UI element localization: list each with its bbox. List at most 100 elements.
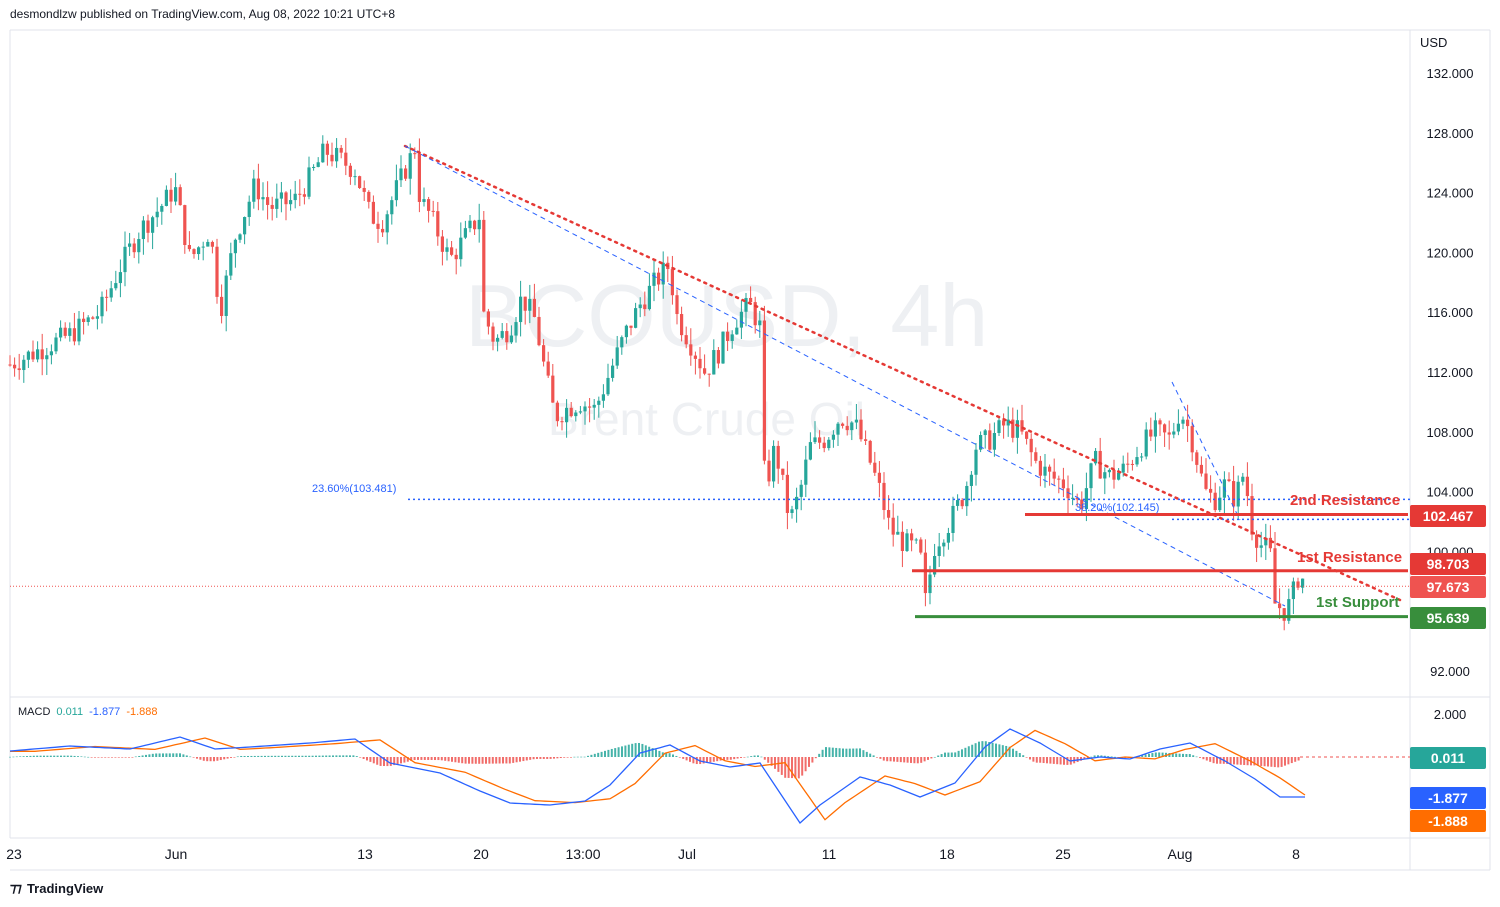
macd-histogram-bar bbox=[580, 756, 583, 758]
candle-body bbox=[1080, 499, 1084, 510]
macd-histogram-bar bbox=[1185, 754, 1188, 757]
macd-histogram-bar bbox=[291, 755, 294, 757]
macd-histogram-bar bbox=[121, 757, 124, 758]
candle-body bbox=[896, 531, 900, 535]
macd-histogram-bar bbox=[372, 757, 375, 764]
macd-histogram-bar bbox=[923, 757, 926, 762]
candle-body bbox=[1144, 429, 1148, 457]
candle-body bbox=[128, 243, 132, 247]
candle-body bbox=[877, 472, 881, 483]
macd-histogram-bar bbox=[1209, 757, 1212, 762]
candle-body bbox=[215, 246, 219, 297]
candle-body bbox=[146, 220, 150, 233]
macd-histogram-bar bbox=[848, 748, 851, 757]
macd-histogram-bar bbox=[403, 757, 406, 763]
candle-body bbox=[45, 355, 49, 360]
macd-histogram-bar bbox=[1168, 753, 1171, 757]
macd-histogram-bar bbox=[1052, 757, 1055, 764]
candle-body bbox=[910, 533, 914, 541]
candle-body bbox=[588, 406, 592, 408]
macd-histogram-bar bbox=[73, 755, 76, 757]
watermark-symbol: BCOUSD, 4h bbox=[465, 266, 989, 365]
macd-histogram-bar bbox=[583, 756, 586, 758]
macd-histogram-bar bbox=[342, 755, 345, 757]
macd-histogram-bar bbox=[1256, 757, 1259, 766]
candle-body bbox=[417, 153, 421, 202]
candle-body bbox=[49, 351, 53, 356]
macd-histogram-bar bbox=[420, 757, 423, 760]
candle-body bbox=[1236, 481, 1240, 507]
candle-body bbox=[873, 462, 877, 473]
macd-histogram-bar bbox=[172, 753, 175, 757]
macd-histogram-bar bbox=[158, 753, 161, 757]
footer-brand[interactable]: ⁊⁊ TradingView bbox=[10, 880, 103, 896]
candle-body bbox=[758, 320, 762, 326]
macd-histogram-bar bbox=[1022, 755, 1025, 757]
macd-histogram-bar bbox=[1243, 757, 1246, 766]
candle-body bbox=[95, 316, 99, 319]
y-tick-label: 120.000 bbox=[1427, 245, 1474, 260]
macd-histogram-bar bbox=[185, 755, 188, 757]
macd-histogram-bar bbox=[315, 755, 317, 757]
macd-histogram-bar bbox=[607, 749, 610, 757]
macd-histogram-bar bbox=[281, 755, 283, 757]
macd-histogram-bar bbox=[668, 753, 671, 757]
macd-histogram-bar bbox=[223, 757, 226, 760]
macd-histogram-bar bbox=[219, 757, 222, 761]
macd-histogram-bar bbox=[954, 752, 957, 757]
macd-histogram-bar bbox=[519, 757, 521, 762]
macd-histogram-bar bbox=[685, 757, 688, 761]
candle-body bbox=[307, 167, 311, 197]
candle-body bbox=[8, 364, 12, 366]
candle-body bbox=[1015, 420, 1019, 438]
candle-body bbox=[555, 402, 559, 422]
macd-histogram-bar bbox=[736, 757, 739, 759]
candle-body bbox=[951, 505, 955, 533]
macd-histogram-bar bbox=[355, 756, 358, 757]
macd-histogram-bar bbox=[542, 757, 545, 759]
macd-histogram-bar bbox=[930, 757, 933, 759]
candle-body bbox=[1117, 472, 1121, 480]
macd-histogram-bar bbox=[345, 755, 348, 757]
candle-body bbox=[1204, 473, 1208, 489]
candle-body bbox=[974, 449, 978, 475]
macd-histogram-bar bbox=[1025, 757, 1028, 758]
macd-histogram-bar bbox=[988, 742, 991, 757]
macd-histogram-bar bbox=[396, 757, 399, 765]
macd-histogram-bar bbox=[247, 755, 249, 757]
candle-body bbox=[86, 317, 90, 322]
candle-body bbox=[59, 327, 63, 338]
macd-histogram-bar bbox=[984, 741, 987, 757]
macd-histogram-bar bbox=[260, 755, 263, 757]
macd-histogram-bar bbox=[325, 755, 328, 757]
macd-histogram-bar bbox=[498, 757, 501, 764]
macd-histogram-bar bbox=[1029, 757, 1031, 760]
candle-body bbox=[496, 337, 500, 342]
candle-body bbox=[707, 373, 711, 375]
macd-histogram-bar bbox=[206, 757, 209, 762]
macd-histogram-bar bbox=[899, 757, 902, 763]
macd-histogram-bar bbox=[53, 755, 56, 757]
macd-histogram-bar bbox=[624, 745, 627, 757]
macd-histogram-bar bbox=[1049, 757, 1052, 764]
macd-histogram-bar bbox=[651, 748, 654, 757]
macd-legend-hist: 0.011 bbox=[56, 706, 84, 718]
candle-body bbox=[123, 246, 127, 273]
candle-body bbox=[680, 314, 684, 336]
macd-histogram-bar bbox=[240, 755, 243, 757]
macd-histogram-bar bbox=[1267, 757, 1269, 767]
macd-histogram-bar bbox=[1263, 757, 1266, 767]
candle-body bbox=[279, 192, 283, 199]
macd-histogram-bar bbox=[1188, 754, 1191, 757]
candle-body bbox=[726, 331, 730, 341]
macd-histogram-bar bbox=[508, 757, 511, 764]
macd-histogram-bar bbox=[818, 753, 821, 757]
macd-histogram-bar bbox=[1001, 745, 1004, 757]
macd-histogram-bar bbox=[944, 752, 946, 757]
macd-histogram-bar bbox=[682, 757, 685, 759]
candle-body bbox=[850, 422, 854, 431]
macd-histogram-bar bbox=[447, 757, 450, 762]
macd-histogram-bar bbox=[352, 755, 355, 757]
macd-histogram-bar bbox=[549, 757, 552, 759]
